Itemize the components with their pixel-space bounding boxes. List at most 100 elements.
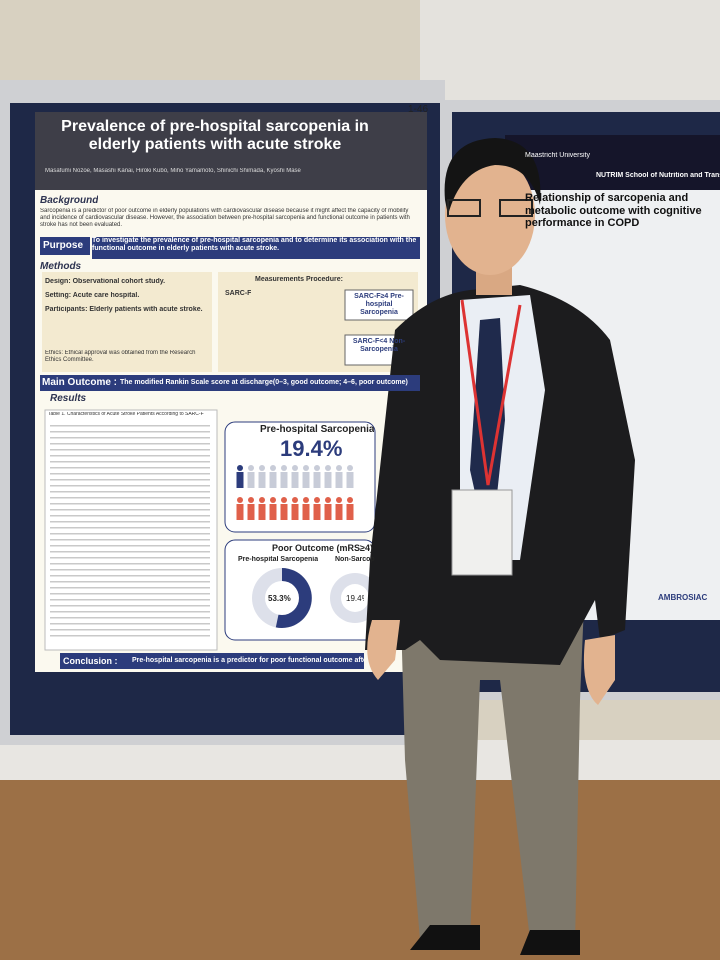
table-row [50,521,210,523]
person-icon [335,472,343,488]
person-icon [335,504,343,520]
table-row [50,563,210,565]
university: Maastricht University [525,152,590,159]
person-icon [314,497,320,503]
table-row [50,599,210,601]
person-icon [291,504,299,520]
person-icon [270,465,276,471]
person-icon [325,465,331,471]
section-heading: Methods [40,261,82,272]
purpose-text: To investigate the prevalence of pre-hos… [92,237,420,259]
table-row [50,533,210,535]
table-row [50,575,210,577]
person-icon [292,497,298,503]
table-row [50,593,210,595]
glasses [447,199,533,217]
table-row [50,605,210,607]
results-table [44,409,218,651]
board-number: 1-46 [408,104,429,115]
table-row [50,623,210,625]
pie-a-hole [265,581,299,615]
prevalence-heading: Pre-hospital Sarcopenia [260,424,375,435]
table-row [50,473,210,475]
person-icon [280,504,288,520]
person-icon [269,472,277,488]
group-a-value: 53.3% [268,594,291,603]
table-row [50,431,210,433]
table-row [50,539,210,541]
person-icon [258,472,266,488]
person-icon [324,504,332,520]
group-a-label: Pre-hospital Sarcopenia [238,556,319,563]
person-icon [346,472,354,488]
person-icon [336,465,342,471]
table-row [50,497,210,499]
head [445,155,535,275]
poster-title: Prevalence of pre-hospital sarcopenia in… [61,118,369,154]
table-row [50,479,210,481]
person-icon [314,465,320,471]
table-row [50,509,210,511]
person-icon [302,472,310,488]
person-icon [313,504,321,520]
person-icon [303,497,309,503]
table-row [50,515,210,517]
sarc-low: SARC-F<4 Non-Sarcopenia [352,338,406,354]
table-title: Table 1. Characteristics of Acute Stroke… [48,412,204,417]
baseboard [0,740,720,780]
table-row [50,617,210,619]
table-row [50,437,210,439]
person-icon [258,504,266,520]
person-icon [347,497,353,503]
group-b-value: 19.4% [346,594,364,603]
table-row [50,635,210,637]
person-icon [236,504,244,520]
pie-b-hole [341,584,369,612]
person-icon [336,497,342,503]
person-icon [346,504,354,520]
table-row [50,611,210,613]
measurements-heading: Measurements Procedure: [255,276,343,283]
main-outcome-label: Main Outcome : [40,375,120,391]
table-row [50,503,210,505]
table-row [50,587,210,589]
person-icon [259,465,265,471]
table-row [50,527,210,529]
conclusion-label: Conclusion : [60,653,132,669]
table-rows [50,425,210,637]
method-item: Ethics: Ethical approval was obtained fr… [45,350,196,363]
person-icon [313,472,321,488]
method-item: Participants: Elderly patients with acut… [45,306,203,313]
table-row [50,443,210,445]
floor [0,760,720,960]
hair [444,138,541,215]
table-row [50,581,210,583]
right-title: Relationship of sarcopenia and metabolic… [525,192,702,230]
person-icon [281,497,287,503]
shoes [410,925,580,955]
wall-right [420,0,720,110]
person-icon [237,465,243,471]
person-icon [248,465,254,471]
prevalence-value: 19.4% [280,436,343,461]
person-icon [236,472,244,488]
trousers [400,580,585,945]
sponsor: AMBROSIAC [658,593,708,602]
person-icon [247,472,255,488]
table-row [50,491,210,493]
table-row [50,629,210,631]
purpose-label: Purpose [40,237,90,255]
table-row [50,485,210,487]
table-row [50,467,210,469]
person-icon [292,465,298,471]
section-heading: Results [50,393,87,404]
table-row [50,455,210,457]
table-row [50,551,210,553]
right-poster-header [505,135,720,190]
sarc-tool: SARC-F [225,290,252,297]
main-outcome-text: The modified Rankin Scale score at disch… [120,375,420,391]
outcome-heading: Poor Outcome (mRS≥4) [272,543,373,553]
methods-box [42,272,212,372]
person-icon [303,465,309,471]
